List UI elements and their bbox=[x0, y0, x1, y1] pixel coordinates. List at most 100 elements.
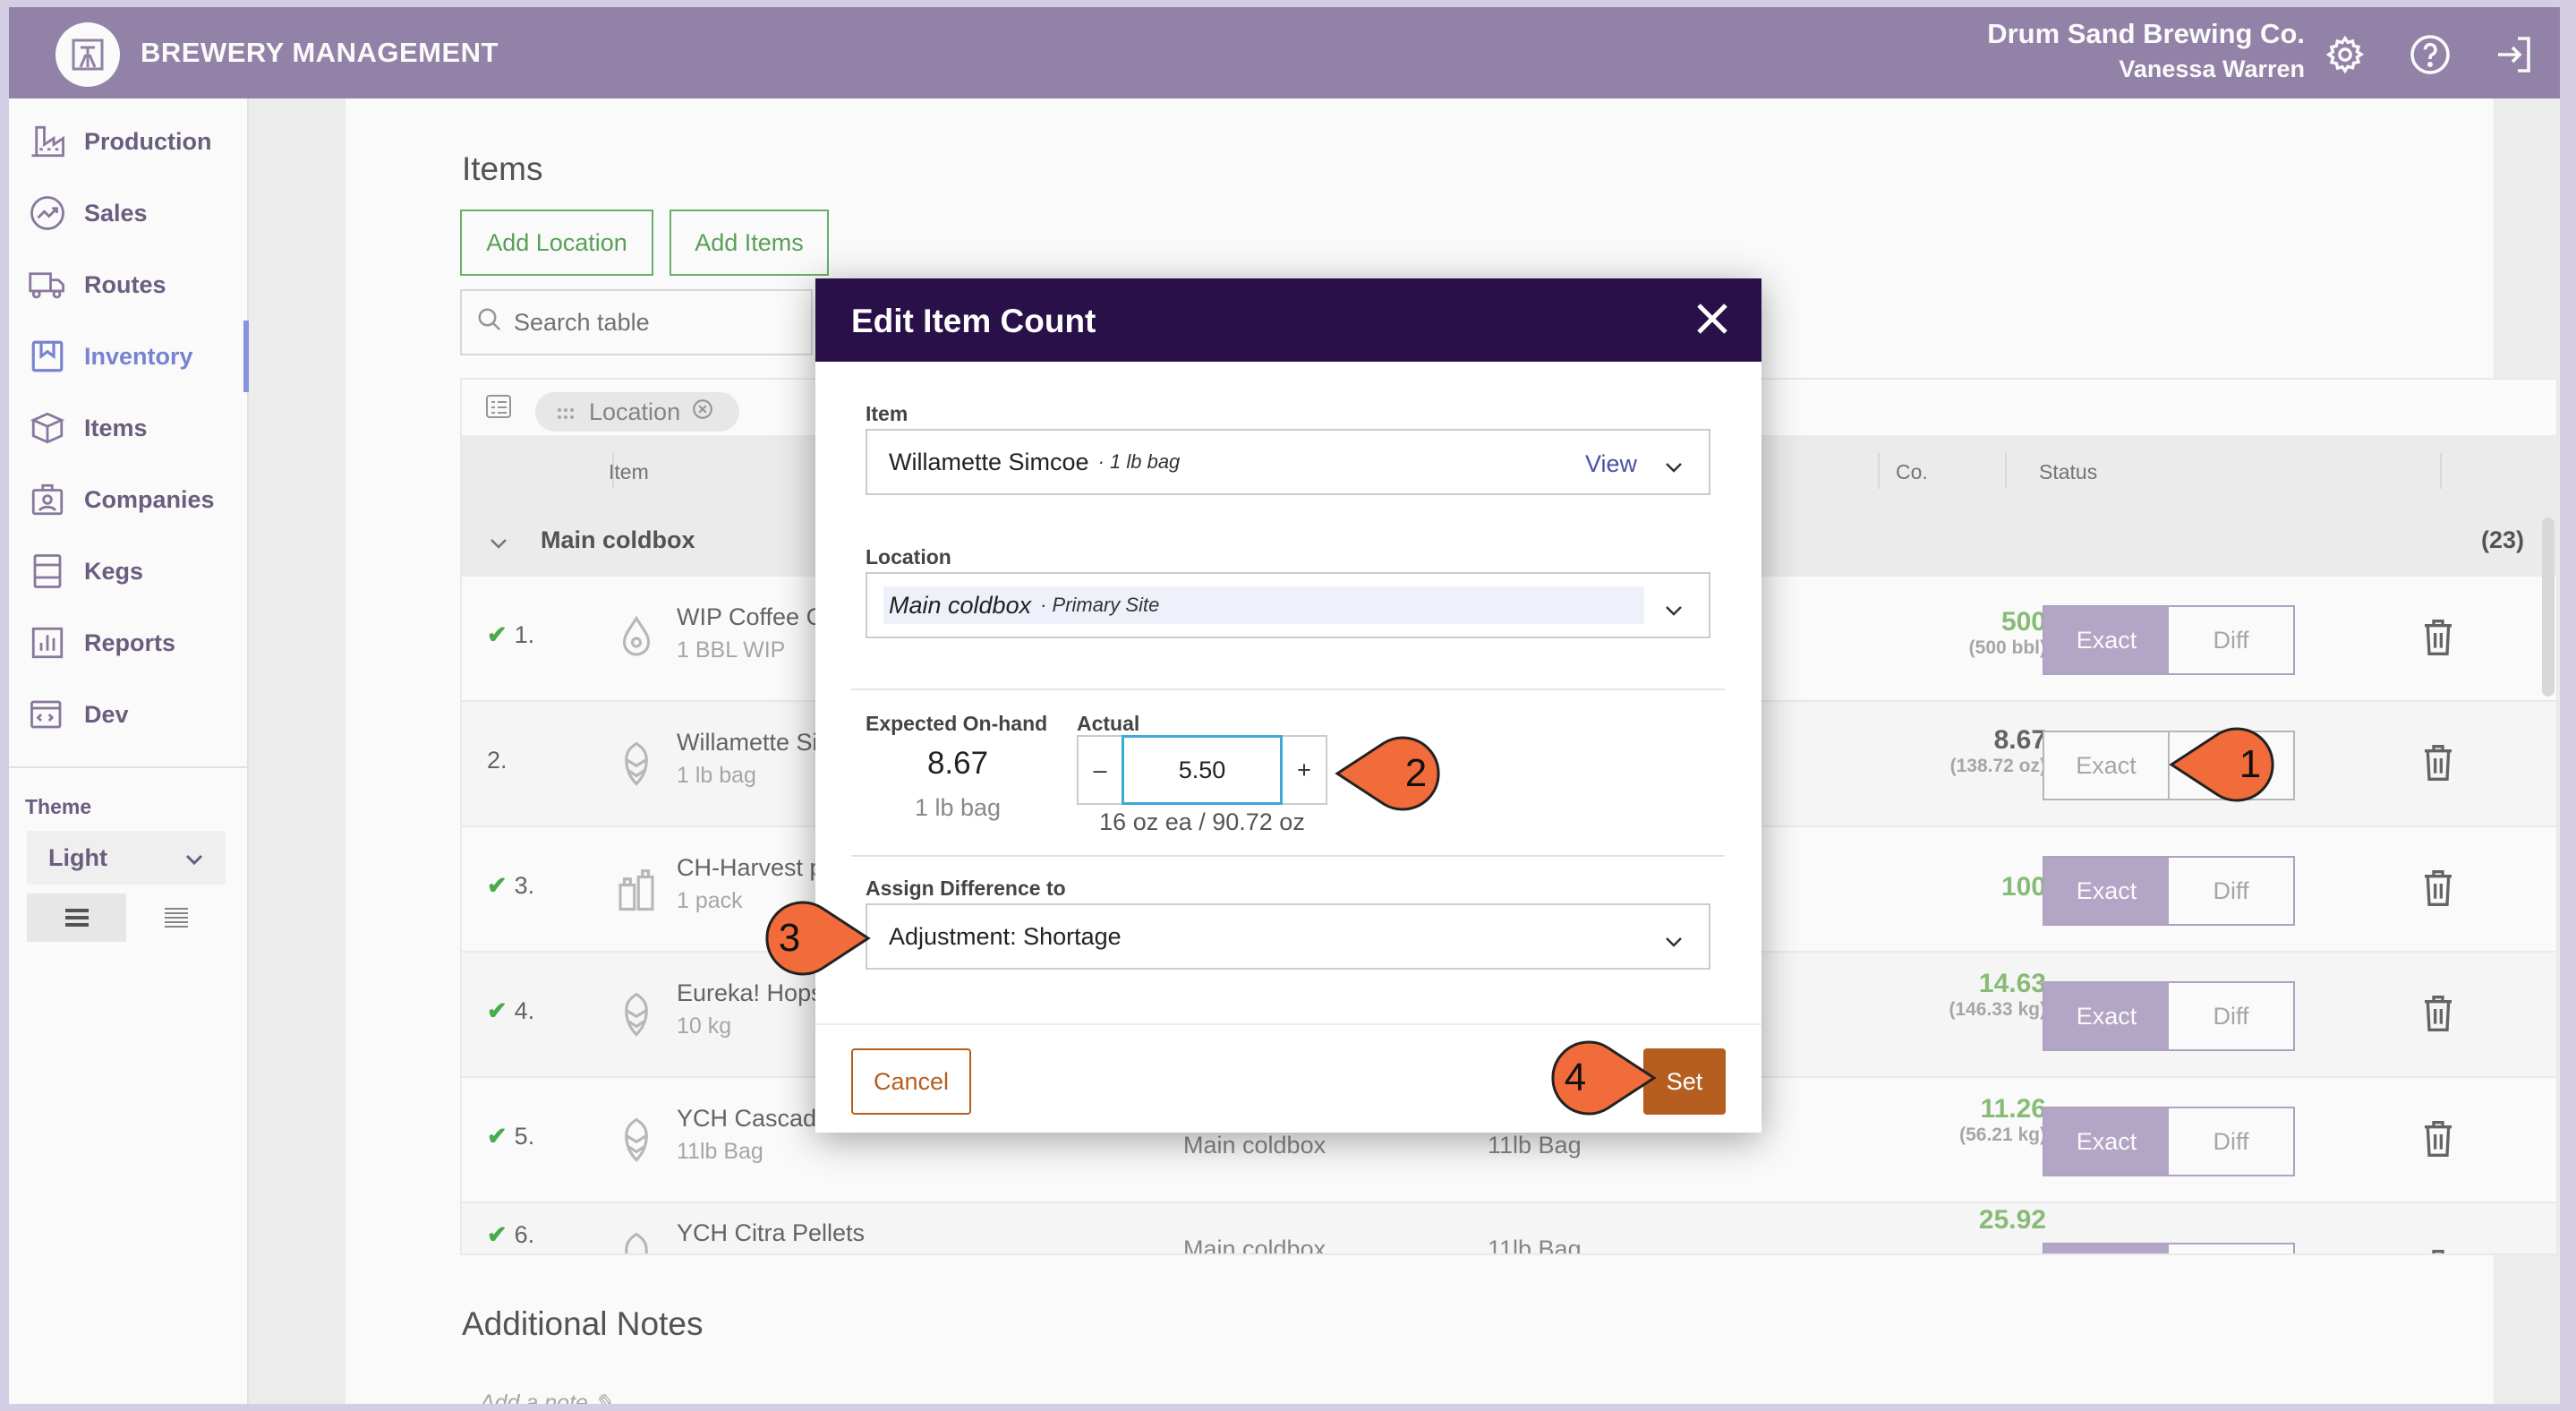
theme-label: Theme bbox=[25, 795, 92, 818]
decrement-button[interactable]: – bbox=[1093, 756, 1107, 783]
theme-value: Light bbox=[48, 843, 107, 871]
actual-input[interactable] bbox=[1122, 735, 1283, 805]
bar-chart-icon bbox=[27, 622, 68, 663]
table-scrollbar[interactable] bbox=[2542, 517, 2555, 697]
exact-button[interactable]: Exact bbox=[2044, 1108, 2169, 1175]
trash-icon[interactable] bbox=[2420, 743, 2456, 782]
close-circle-icon[interactable] bbox=[691, 398, 714, 427]
sidebar-item-routes[interactable]: Routes bbox=[9, 249, 249, 321]
group-chip-location[interactable]: Location bbox=[535, 392, 739, 432]
sidebar-item-sales[interactable]: Sales bbox=[9, 177, 249, 249]
account-info[interactable]: Drum Sand Brewing Co. Vanessa Warren bbox=[1987, 18, 2305, 83]
location-highlight bbox=[883, 586, 1644, 624]
set-button[interactable]: Set bbox=[1643, 1048, 1726, 1115]
item-select-value: Willamette Simcoe bbox=[889, 448, 1089, 475]
container-cell: 11lb Bag bbox=[1488, 1236, 1582, 1255]
sidebar-item-dev[interactable]: Dev bbox=[9, 679, 249, 750]
chevron-down-icon[interactable] bbox=[489, 528, 508, 556]
diff-button[interactable]: Diff bbox=[2169, 607, 2293, 673]
density-compact-icon[interactable] bbox=[126, 894, 226, 942]
sidebar-item-label: Inventory bbox=[84, 342, 193, 370]
company-name: Drum Sand Brewing Co. bbox=[1987, 18, 2305, 49]
edit-item-count-dialog: Edit Item Count Item Willamette Simcoe ·… bbox=[815, 278, 1761, 1133]
sidebar-item-inventory[interactable]: Inventory bbox=[9, 321, 249, 392]
column-header-co[interactable]: Co. bbox=[1896, 460, 1928, 483]
column-header-item[interactable]: Item bbox=[609, 460, 649, 483]
items-heading: Items bbox=[462, 150, 543, 187]
code-window-icon bbox=[27, 694, 68, 735]
exact-button[interactable]: Exact bbox=[2044, 607, 2169, 673]
trash-icon[interactable] bbox=[2420, 868, 2456, 908]
trash-icon[interactable] bbox=[2420, 994, 2456, 1033]
count-value: 14.63 (146.33 kg) bbox=[1949, 969, 2046, 1020]
sidebar-item-label: Routes bbox=[84, 270, 166, 298]
chevron-down-icon[interactable] bbox=[1664, 927, 1684, 954]
close-icon[interactable] bbox=[1688, 295, 1736, 343]
dialog-footer: Cancel Set bbox=[815, 1023, 1761, 1133]
sidebar-item-items[interactable]: Items bbox=[9, 392, 249, 464]
exact-button[interactable]: Exact bbox=[2044, 1244, 2169, 1253]
trash-icon[interactable] bbox=[2420, 1119, 2456, 1159]
item-name[interactable]: Eureka! Hops bbox=[677, 979, 823, 1006]
item-select[interactable]: Willamette Simcoe · 1 lb bag View bbox=[866, 429, 1710, 495]
column-header-status[interactable]: Status bbox=[2039, 460, 2098, 483]
location-cell: Main coldbox bbox=[1183, 1236, 1326, 1255]
trash-icon[interactable] bbox=[2420, 1248, 2456, 1255]
view-item-link[interactable]: View bbox=[1584, 450, 1637, 477]
location-select-site: · Primary Site bbox=[1040, 594, 1160, 616]
diff-button[interactable]: Diff bbox=[2169, 1108, 2293, 1175]
assign-difference-select[interactable]: Adjustment: Shortage bbox=[866, 903, 1710, 970]
drag-handle-icon bbox=[557, 398, 575, 426]
sidebar-item-label: Production bbox=[84, 127, 212, 155]
badge-icon bbox=[27, 479, 68, 520]
exact-button[interactable]: Exact bbox=[2044, 858, 2169, 924]
trash-icon[interactable] bbox=[2420, 618, 2456, 657]
location-select-value: Main coldbox bbox=[889, 591, 1032, 619]
row-number: ✔ 1. bbox=[487, 621, 535, 648]
pencil-icon: ✎ bbox=[593, 1390, 613, 1404]
location-select[interactable]: Main coldbox · Primary Site bbox=[866, 572, 1710, 638]
table-row[interactable]: ✔ 6. YCH Citra Pellets Main coldbox 11lb … bbox=[462, 1203, 2556, 1255]
sidebar-item-label: Kegs bbox=[84, 557, 144, 585]
diff-button[interactable]: Diff bbox=[2169, 983, 2293, 1049]
gear-icon[interactable] bbox=[2321, 30, 2369, 79]
assign-field-label: Assign Difference to bbox=[866, 877, 1066, 900]
brand-logo[interactable] bbox=[55, 22, 120, 87]
exact-button[interactable]: Exact bbox=[2044, 732, 2170, 799]
chevron-down-icon[interactable] bbox=[1664, 452, 1684, 480]
check-icon: ✔ bbox=[487, 997, 508, 1024]
theme-select[interactable]: Light bbox=[27, 831, 226, 885]
density-comfortable-icon[interactable] bbox=[27, 894, 126, 942]
count-value: 8.67 (138.72 oz) bbox=[1949, 725, 2046, 776]
exact-button[interactable]: Exact bbox=[2044, 983, 2169, 1049]
help-icon[interactable] bbox=[2406, 30, 2454, 79]
hop-icon bbox=[625, 1232, 648, 1253]
assign-select-value: Adjustment: Shortage bbox=[889, 922, 1122, 950]
location-cell: Main coldbox bbox=[1183, 1132, 1326, 1159]
check-icon: ✔ bbox=[487, 621, 508, 648]
item-unit: 1 lb bag bbox=[677, 763, 756, 788]
search-input[interactable] bbox=[514, 308, 782, 337]
callout-1: 1 bbox=[2169, 727, 2274, 802]
increment-button[interactable]: + bbox=[1297, 756, 1311, 783]
list-icon[interactable] bbox=[485, 394, 512, 423]
add-location-button[interactable]: Add Location bbox=[460, 210, 653, 276]
item-name[interactable]: YCH Citra Pellets bbox=[677, 1219, 866, 1246]
sidebar-item-production[interactable]: Production bbox=[9, 106, 249, 177]
sidebar-item-kegs[interactable]: Kegs bbox=[9, 535, 249, 607]
diff-button[interactable]: Diff bbox=[2169, 858, 2293, 924]
row-number: ✔ 3. bbox=[487, 872, 535, 899]
drop-gear-icon bbox=[622, 615, 651, 656]
sidebar-item-companies[interactable]: Companies bbox=[9, 464, 249, 535]
logout-icon[interactable] bbox=[2490, 30, 2538, 79]
cancel-button[interactable]: Cancel bbox=[851, 1048, 971, 1115]
callout-number: 4 bbox=[1565, 1056, 1586, 1099]
sidebar-item-label: Items bbox=[84, 414, 148, 441]
diff-button[interactable]: Diff bbox=[2169, 1244, 2293, 1253]
add-note-link[interactable]: Add a note ✎ bbox=[480, 1390, 613, 1404]
count-value: 25.92 bbox=[1978, 1205, 2046, 1235]
add-items-button[interactable]: Add Items bbox=[670, 210, 829, 276]
sidebar-item-reports[interactable]: Reports bbox=[9, 607, 249, 679]
chevron-down-icon[interactable] bbox=[1664, 595, 1684, 623]
